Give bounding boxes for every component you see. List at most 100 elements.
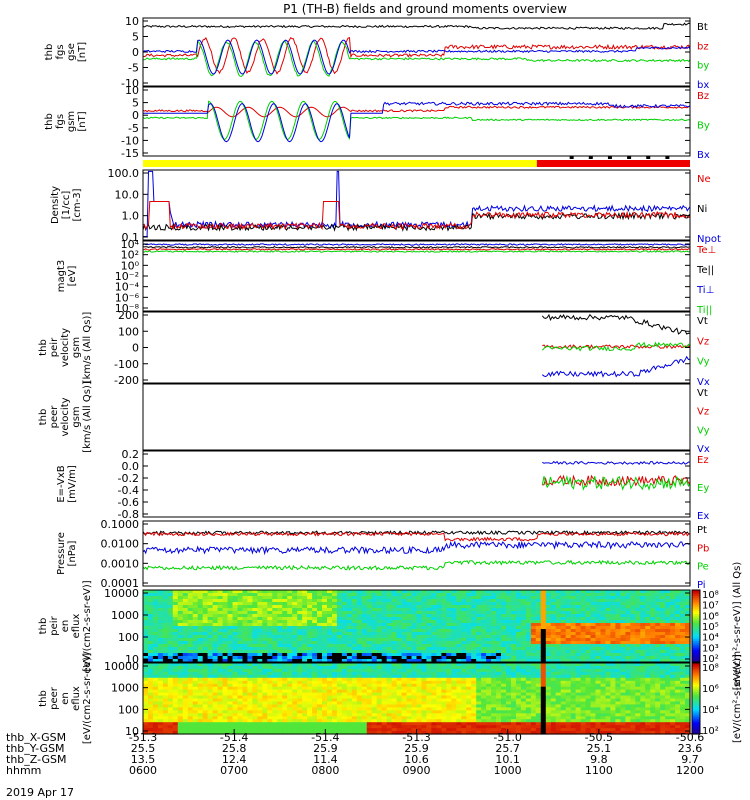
ylabel-peer_eflux: peer: [49, 686, 60, 710]
xaxis-time-tick: 0700: [220, 764, 248, 777]
colorbar-peir: [692, 590, 700, 663]
xaxis-row-value: 11.4: [313, 753, 338, 766]
ylabel-fgs_gse: fgs: [55, 44, 66, 59]
ytick-temperature: 10⁻⁶: [115, 291, 140, 304]
ylabel-peir_eflux: [eV/(cm2-s-sr-eV)]: [82, 580, 93, 671]
ytick-peir_eflux: 10000: [104, 587, 139, 600]
xaxis-time-label: hhmm: [6, 764, 41, 777]
ytick-fgs_gsm: 10: [125, 84, 139, 97]
colorbar-peir-tick: 10⁴: [702, 633, 719, 644]
status-bar-red: [536, 160, 690, 167]
ytick-pressure: 0.0010: [101, 557, 140, 570]
colorbar-peer: [692, 663, 700, 735]
ytick-peir_eflux: 100: [118, 631, 139, 644]
ytick-temperature: 10⁻⁸: [115, 302, 140, 315]
xaxis-row-value: -51.4: [220, 731, 248, 744]
legend-density-Ni: Ni: [697, 204, 707, 215]
xaxis-row-value: 25.7: [495, 742, 520, 755]
ylabel-peer_eflux: [eV/(cm2-s-sr-eV)]: [82, 653, 93, 744]
heatmap-peir-eflux: [143, 590, 691, 663]
ytick-temperature: 10⁻²: [115, 270, 139, 283]
ytick-pressure: 0.0001: [101, 577, 140, 590]
series-Ti-par: [143, 250, 691, 253]
xaxis-row-value: 9.7: [681, 753, 699, 766]
ylabel-temperature: magt3: [56, 260, 67, 293]
legend-fgs_gse-bz: bz: [697, 41, 709, 52]
series-Bx: [143, 101, 691, 143]
legend-fgs_gse-by: by: [697, 61, 709, 72]
legend-pressure-Pt: Pt: [697, 525, 707, 536]
ytick-peer_eflux: 10000: [104, 660, 139, 673]
legend-temperature-Ti||: Ti||: [696, 305, 712, 316]
panel-frame-fgs_gsm: [142, 86, 691, 157]
ytick-peer_eflux: 100: [118, 703, 139, 716]
ytick-fgs_gse: 10: [125, 15, 139, 28]
ytick-density: 1.0: [122, 210, 140, 223]
ylabel-temperature: [eV]: [67, 266, 78, 287]
ylabel-density: [cm-3]: [72, 188, 83, 221]
legend-peer_velocity-Vy: Vy: [697, 425, 710, 436]
ylabel-peer_eflux: thb: [38, 690, 49, 707]
legend-fgs_gse-bx: bx: [697, 80, 709, 91]
figure-title: P1 (TH-B) fields and ground moments over…: [283, 2, 567, 16]
ytick-fgs_gse: -5: [128, 62, 139, 75]
series-Pi: [142, 540, 691, 556]
legend-fgs_gsm-By: By: [697, 121, 710, 132]
colorbar-peer-tick: 10⁶: [702, 684, 719, 695]
ytick-fgs_gse: -10: [121, 77, 139, 90]
colorbar-peir-tick: 10⁵: [702, 622, 719, 633]
xaxis-row-value: 10.6: [404, 753, 429, 766]
ylabel-fgs_gse: [nT]: [77, 42, 88, 62]
xaxis-time-tick: 0800: [311, 764, 339, 777]
xaxis-time-tick: 1200: [676, 764, 704, 777]
xaxis-time-tick: 0900: [403, 764, 431, 777]
ylabel-peir_eflux: peir: [49, 615, 60, 635]
ytick-peir_eflux: 1000: [111, 609, 139, 622]
ytick-peer_eflux: 1000: [111, 682, 139, 695]
series-Ti-perp: [142, 243, 690, 246]
ylabel-pressure: Pressure: [56, 532, 67, 575]
ylabel-peer_velocity: thb: [38, 409, 49, 426]
xaxis-row-value: 25.5: [131, 742, 156, 755]
legend-peir_velocity-Vz: Vz: [697, 336, 709, 347]
legend-efield-Ex: Ex: [697, 511, 709, 522]
colorbar-peir-tick: 10⁶: [702, 611, 719, 622]
legend-peer_velocity-Vz: Vz: [697, 407, 709, 418]
ylabel-peir_eflux: thb: [38, 618, 49, 635]
ytick-peir_velocity: 200: [118, 309, 139, 322]
legend-efield-Ez: Ez: [697, 455, 709, 466]
series-Pt: [142, 530, 691, 536]
ytick-fgs_gse: 0: [132, 46, 139, 59]
ylabel-peir_velocity: peir: [49, 337, 60, 357]
ylabel-peir_eflux: en: [60, 620, 71, 633]
ylabel-efield: E=-VxB: [56, 465, 67, 502]
ytick-pressure: 0.1000: [101, 518, 140, 531]
colorbar-label-peir_eflux: [eV/(cm²-s-sr-eV)] (All Qs): [732, 562, 743, 691]
colorbar-peir-tick: 10⁸: [702, 590, 719, 601]
panel-frame-density: [142, 169, 691, 241]
ylabel-fgs_gsm: thb: [44, 113, 55, 130]
ytick-temperature: 10⁴: [121, 238, 140, 251]
xaxis-row-value: 25.8: [222, 742, 247, 755]
ylabel-peir_eflux: eflux: [71, 614, 82, 639]
series-Ey: [541, 474, 691, 491]
series-bz: [142, 36, 691, 75]
legend-pressure-Pi: Pi: [697, 580, 706, 591]
ylabel-peir_velocity: gsm: [71, 337, 82, 358]
xaxis-row-value: -50.5: [585, 731, 613, 744]
series-Vy: [541, 341, 691, 352]
legend-peir_velocity-Vt: Vt: [697, 316, 708, 327]
ylabel-peer_velocity: [km/s (All Qs)]: [82, 381, 93, 453]
series-Bt: [142, 22, 691, 30]
ytick-efield: -0.6: [118, 496, 139, 509]
xaxis-row-value: -51.4: [311, 731, 339, 744]
xaxis-row-value: 13.5: [131, 753, 156, 766]
ylabel-fgs_gsm: fgs: [55, 114, 66, 129]
legend-pressure-Pe: Pe: [697, 562, 709, 573]
ytick-peer_eflux: 10: [125, 725, 139, 738]
series-Te-par: [142, 245, 691, 249]
ytick-efield: -0.8: [118, 508, 139, 521]
panel-frame-peir_eflux: [142, 589, 691, 663]
legend-pressure-Pb: Pb: [697, 543, 709, 554]
legend-density-Npot: Npot: [697, 234, 721, 245]
